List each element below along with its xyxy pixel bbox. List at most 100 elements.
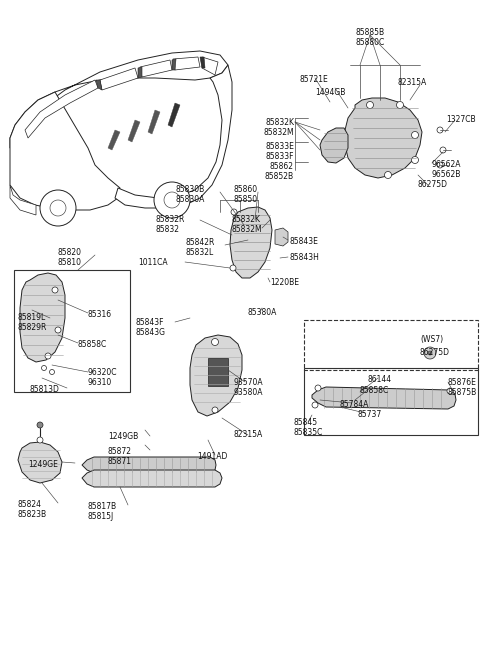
Text: 85824
85823B: 85824 85823B (18, 500, 47, 520)
Text: 85833E
85833F: 85833E 85833F (265, 142, 294, 161)
Circle shape (37, 437, 43, 443)
Polygon shape (172, 59, 176, 70)
Text: 85858C: 85858C (78, 340, 107, 349)
Bar (14, 270, 130, 392)
Polygon shape (148, 110, 160, 134)
Circle shape (440, 147, 446, 153)
Polygon shape (230, 207, 272, 278)
Circle shape (154, 182, 190, 218)
Circle shape (447, 388, 453, 394)
Circle shape (55, 327, 61, 333)
Text: 85820
85810: 85820 85810 (57, 248, 81, 268)
Text: 1327CB: 1327CB (446, 115, 476, 124)
Circle shape (230, 265, 236, 271)
Polygon shape (173, 57, 200, 70)
Circle shape (396, 102, 404, 108)
Text: 85842R
85832L: 85842R 85832L (186, 238, 216, 257)
Polygon shape (190, 335, 242, 416)
Polygon shape (320, 128, 348, 163)
Text: 85830B
85830A: 85830B 85830A (175, 185, 204, 205)
Circle shape (231, 209, 237, 215)
Polygon shape (312, 387, 456, 409)
Circle shape (437, 127, 443, 133)
Polygon shape (138, 67, 142, 78)
Text: (WS7): (WS7) (420, 335, 443, 344)
Text: 85843F
85843G: 85843F 85843G (136, 318, 166, 337)
Text: 85876E
85875B: 85876E 85875B (448, 378, 477, 398)
Text: 1491AD: 1491AD (197, 452, 228, 461)
Text: 93570A
93580A: 93570A 93580A (234, 378, 264, 398)
Text: 96562A
96562B: 96562A 96562B (432, 160, 461, 179)
Circle shape (437, 162, 443, 168)
Circle shape (212, 407, 218, 413)
Text: 85872
85871: 85872 85871 (108, 447, 132, 466)
Text: 85832R
85832: 85832R 85832 (155, 215, 184, 234)
Text: 85845
85835C: 85845 85835C (293, 418, 323, 438)
Polygon shape (10, 185, 36, 215)
Polygon shape (18, 442, 62, 483)
Bar (304, 320, 478, 370)
Circle shape (164, 192, 180, 208)
Text: 1220BE: 1220BE (270, 278, 299, 287)
Text: 85380A: 85380A (248, 308, 277, 317)
Circle shape (212, 338, 218, 346)
Text: 85784A: 85784A (340, 400, 370, 409)
Polygon shape (140, 60, 172, 77)
Text: 85862
85852B: 85862 85852B (265, 162, 294, 182)
Text: 1249GB: 1249GB (108, 432, 138, 441)
Bar (208, 358, 228, 386)
Circle shape (428, 351, 432, 355)
Circle shape (52, 287, 58, 293)
Polygon shape (82, 470, 222, 487)
Text: 85843H: 85843H (290, 253, 320, 262)
Polygon shape (10, 92, 120, 210)
Text: 85832K
85832M: 85832K 85832M (264, 118, 294, 137)
Text: 85737: 85737 (358, 410, 382, 419)
Circle shape (312, 402, 318, 408)
Text: 85885B
85880C: 85885B 85880C (355, 28, 384, 47)
Polygon shape (168, 103, 180, 127)
Circle shape (45, 353, 51, 359)
Polygon shape (82, 457, 216, 473)
Polygon shape (128, 120, 140, 142)
Text: 85858C: 85858C (360, 386, 389, 395)
Circle shape (41, 365, 47, 371)
Circle shape (40, 190, 76, 226)
Polygon shape (20, 273, 65, 362)
Circle shape (384, 171, 392, 178)
Text: 85860
85850: 85860 85850 (234, 185, 258, 205)
Text: 85813D: 85813D (30, 385, 60, 394)
Circle shape (37, 422, 43, 428)
Text: 85316: 85316 (88, 310, 112, 319)
Polygon shape (96, 80, 102, 90)
Text: 85843E: 85843E (290, 237, 319, 246)
Polygon shape (202, 57, 218, 75)
Circle shape (424, 347, 436, 359)
Circle shape (411, 131, 419, 138)
Circle shape (367, 102, 373, 108)
Circle shape (411, 157, 419, 163)
Text: 86275D: 86275D (420, 348, 450, 357)
Text: 86144: 86144 (368, 375, 392, 384)
Text: 82315A: 82315A (398, 78, 427, 87)
Polygon shape (275, 228, 288, 246)
Text: 85819L
85829R: 85819L 85829R (18, 313, 48, 333)
Polygon shape (345, 98, 422, 178)
Polygon shape (115, 65, 232, 208)
Circle shape (50, 200, 66, 216)
Polygon shape (108, 130, 120, 150)
Polygon shape (25, 80, 98, 138)
Text: 82315A: 82315A (233, 430, 262, 439)
Text: 85832K
85832M: 85832K 85832M (232, 215, 263, 234)
Text: 85817B
85815J: 85817B 85815J (88, 502, 117, 522)
Circle shape (315, 385, 321, 391)
Polygon shape (200, 57, 205, 68)
Circle shape (49, 369, 55, 375)
Bar (304, 368, 478, 435)
Text: 85721E: 85721E (300, 75, 329, 84)
Text: 1011CA: 1011CA (138, 258, 168, 267)
Text: 1494GB: 1494GB (315, 88, 346, 97)
Polygon shape (100, 68, 138, 90)
Polygon shape (10, 51, 228, 148)
Text: 96320C
96310: 96320C 96310 (88, 368, 118, 388)
